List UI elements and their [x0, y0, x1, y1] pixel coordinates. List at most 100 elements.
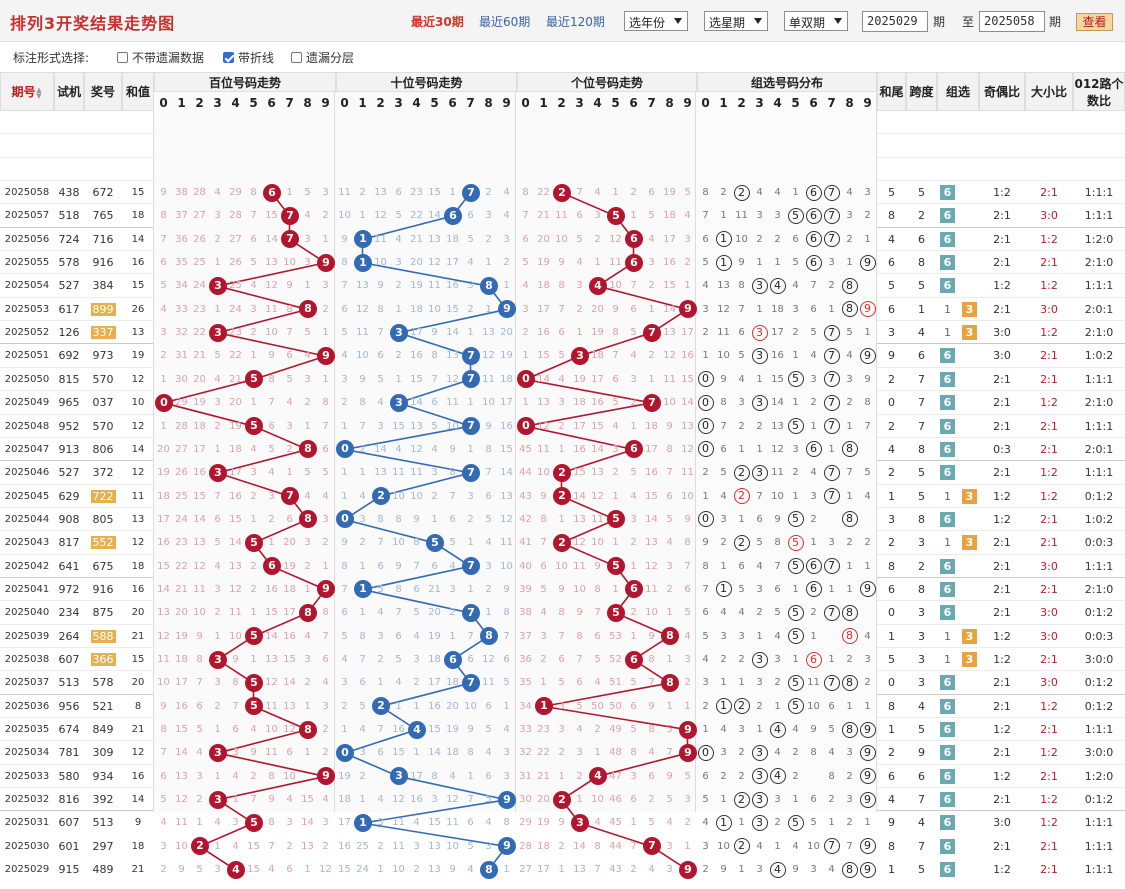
- sum-value: 13: [131, 513, 145, 525]
- units-miss-count: 15: [663, 280, 676, 292]
- group-miss-count: 1: [846, 490, 853, 502]
- oddeven-select[interactable]: 单双期: [784, 11, 848, 31]
- units-miss-count: 2: [630, 607, 637, 619]
- tens-miss-count: 6: [449, 513, 456, 525]
- units-hit-ball: 2: [553, 533, 571, 552]
- tens-miss-count: 7: [377, 724, 384, 736]
- group-miss-count: 4: [846, 187, 853, 198]
- hundreds-miss-count: 10: [265, 724, 278, 736]
- units-miss-count: 1: [648, 303, 655, 315]
- hundreds-miss-count: 14: [265, 630, 278, 642]
- period-link-60[interactable]: 最近60期: [479, 15, 531, 29]
- hundreds-miss-count: 35: [175, 257, 188, 269]
- units-miss-count: 2: [648, 350, 655, 362]
- hundreds-hit-ball: 7: [281, 487, 299, 506]
- tens-miss-count: 10: [464, 700, 477, 712]
- test-number: 724: [58, 232, 80, 246]
- header-period[interactable]: 期号▲▼: [0, 72, 54, 111]
- units-miss-count: 17: [663, 233, 676, 245]
- tens-miss-count: 3: [359, 747, 366, 759]
- group-hit-ring: 5: [787, 814, 804, 831]
- tens-miss-count: 19: [500, 350, 513, 362]
- hundreds-miss-count: 3: [160, 840, 167, 852]
- hundreds-miss-count: 4: [160, 817, 167, 829]
- period-link-120[interactable]: 最近120期: [546, 15, 605, 29]
- units-miss-count: 16: [573, 443, 586, 455]
- sort-arrows-icon[interactable]: ▲▼: [36, 85, 42, 100]
- hundreds-miss-count: 2: [160, 864, 167, 876]
- group-miss-count: 2: [846, 817, 853, 829]
- tens-miss-count: 12: [482, 350, 495, 362]
- tens-miss-count: 6: [395, 630, 402, 642]
- group-hit-ring: 5: [787, 511, 804, 528]
- tens-miss-count: 2: [341, 397, 348, 409]
- weekday-select[interactable]: 选星期: [704, 11, 768, 31]
- tens-miss-count: 1: [359, 210, 366, 222]
- checkbox-icon[interactable]: [117, 52, 128, 63]
- tens-miss-count: 8: [413, 537, 420, 549]
- checkbox-no-miss[interactable]: 不带遗漏数据: [117, 49, 204, 66]
- checkbox-layer[interactable]: 遗漏分层: [291, 49, 354, 66]
- route-012-ratio: 1:1:1: [1084, 723, 1114, 737]
- hundreds-miss-count: 19: [193, 397, 206, 409]
- units-miss-count: 43: [609, 864, 622, 876]
- query-button[interactable]: 查看: [1076, 13, 1113, 31]
- tens-miss-count: 4: [485, 537, 492, 549]
- sum-value: 16: [131, 257, 145, 269]
- period-number: 2025043: [4, 537, 50, 549]
- group-three-badge: [962, 862, 977, 877]
- units-miss-count: 12: [663, 350, 676, 362]
- units-hit-ball: 2: [553, 463, 571, 482]
- tens-miss-count: 11: [356, 327, 369, 339]
- span-value: 2: [918, 559, 925, 573]
- hundreds-hit-ball: 8: [299, 720, 317, 739]
- hundreds-miss-count: 1: [322, 560, 329, 572]
- tens-miss-count: 11: [482, 677, 495, 689]
- odd-even-ratio: 2:1: [993, 676, 1011, 690]
- group-miss-count: 6: [720, 443, 727, 455]
- tens-miss-count: 1: [341, 467, 348, 479]
- group-miss-count: 1: [864, 700, 871, 712]
- period-link-30[interactable]: 最近30期: [411, 15, 464, 29]
- units-miss-count: 3: [612, 443, 619, 455]
- hundreds-hit-ball: 8: [299, 300, 317, 319]
- year-select[interactable]: 选年份: [624, 11, 688, 31]
- group-hit-ring: 8: [841, 861, 858, 878]
- hundreds-miss-count: 7: [160, 747, 167, 759]
- period-number: 2025045: [4, 490, 50, 502]
- group-hit-ring: 3: [751, 791, 768, 808]
- units-miss-count: 11: [591, 513, 604, 525]
- tens-hit-ball: 7: [462, 557, 480, 576]
- from-period-input[interactable]: 2025029: [862, 11, 928, 32]
- to-period-input[interactable]: 2025058: [979, 11, 1045, 32]
- group-miss-count: [859, 508, 876, 531]
- period-number: 2025056: [4, 233, 50, 245]
- tens-miss-count: 3: [503, 747, 510, 759]
- tens-miss-count: 3: [377, 817, 384, 829]
- group-miss-count: 3: [774, 210, 781, 222]
- group-hit-ring: 3: [751, 814, 768, 831]
- span-value: 4: [918, 326, 925, 340]
- span-value: 8: [918, 256, 925, 270]
- test-number: 601: [58, 839, 80, 853]
- group-miss-count: 5: [864, 467, 871, 479]
- big-small-ratio: 2:1: [1040, 723, 1058, 737]
- units-miss-count: 13: [645, 537, 658, 549]
- sum-tail: 1: [888, 489, 895, 503]
- group-hit-ring: 6: [805, 651, 822, 668]
- group-six-badge: 6: [940, 581, 955, 597]
- checkbox-icon[interactable]: [291, 52, 302, 63]
- prize-number-value: 973: [92, 349, 114, 363]
- units-miss-count: 8: [594, 840, 601, 852]
- hundreds-miss-count: 1: [304, 864, 311, 876]
- tens-miss-count: 12: [410, 443, 423, 455]
- digit-header-1: 1: [719, 96, 728, 110]
- route-012-ratio: 1:1:1: [1084, 559, 1114, 573]
- prize-number-value: 675: [92, 559, 114, 573]
- checkbox-checked-icon[interactable]: [223, 52, 234, 63]
- checkbox-line[interactable]: 带折线: [223, 49, 274, 66]
- hundreds-miss-count: 7: [250, 210, 257, 222]
- hundreds-miss-count: 22: [193, 327, 206, 339]
- units-miss-count: 1: [522, 350, 529, 362]
- hundreds-miss-count: 12: [229, 583, 242, 595]
